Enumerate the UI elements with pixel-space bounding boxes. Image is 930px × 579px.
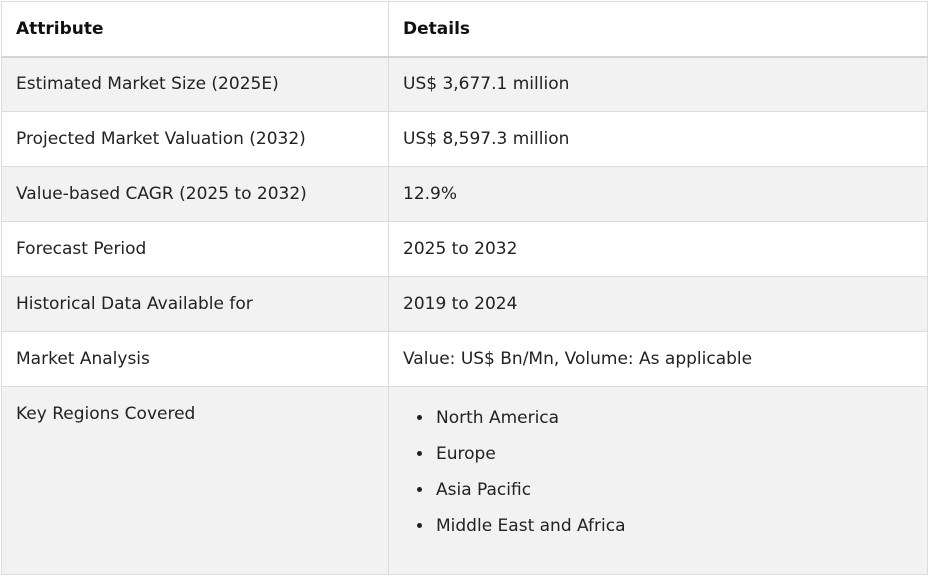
details-cell: 12.9% bbox=[388, 166, 928, 222]
table-row: Estimated Market Size (2025E) US$ 3,677.… bbox=[1, 56, 928, 112]
regions-details-cell: North America Europe Asia Pacific Middle… bbox=[388, 386, 928, 575]
details-cell: Value: US$ Bn/Mn, Volume: As applicable bbox=[388, 331, 928, 387]
details-cell: US$ 3,677.1 million bbox=[388, 56, 928, 112]
details-column-header: Details bbox=[388, 1, 928, 58]
attribute-cell: Historical Data Available for bbox=[1, 276, 389, 332]
attribute-cell: Estimated Market Size (2025E) bbox=[1, 56, 389, 112]
attribute-cell: Projected Market Valuation (2032) bbox=[1, 111, 389, 167]
details-cell: 2025 to 2032 bbox=[388, 221, 928, 277]
table-header-row: Attribute Details bbox=[1, 1, 928, 58]
table-row: Projected Market Valuation (2032) US$ 8,… bbox=[1, 111, 928, 167]
details-cell: 2019 to 2024 bbox=[388, 276, 928, 332]
attribute-column-header: Attribute bbox=[1, 1, 389, 58]
region-item: Europe bbox=[434, 443, 913, 466]
table-row: Forecast Period 2025 to 2032 bbox=[1, 221, 928, 277]
table-row: Value-based CAGR (2025 to 2032) 12.9% bbox=[1, 166, 928, 222]
details-cell: US$ 8,597.3 million bbox=[388, 111, 928, 167]
region-item: Asia Pacific bbox=[434, 479, 913, 502]
table-row-regions: Key Regions Covered North America Europe… bbox=[1, 386, 928, 575]
region-list: North America Europe Asia Pacific Middle… bbox=[403, 407, 913, 538]
attribute-cell: Forecast Period bbox=[1, 221, 389, 277]
table-row: Market Analysis Value: US$ Bn/Mn, Volume… bbox=[1, 331, 928, 387]
attribute-cell: Market Analysis bbox=[1, 331, 389, 387]
region-item: Middle East and Africa bbox=[434, 515, 913, 538]
attribute-cell: Value-based CAGR (2025 to 2032) bbox=[1, 166, 389, 222]
region-item: North America bbox=[434, 407, 913, 430]
attribute-cell: Key Regions Covered bbox=[1, 386, 389, 575]
table-row: Historical Data Available for 2019 to 20… bbox=[1, 276, 928, 332]
